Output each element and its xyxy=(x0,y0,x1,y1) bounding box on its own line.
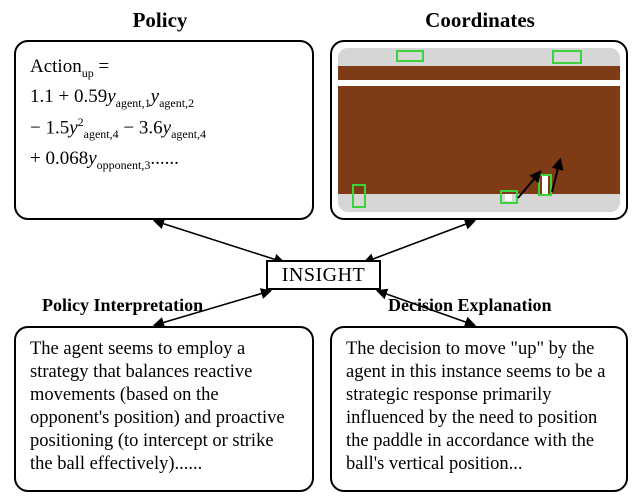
game-scene xyxy=(338,48,620,212)
figure-container: Policy Coordinates Actionup = 1.1 + 0.59… xyxy=(0,0,640,500)
policy-equation: Actionup = 1.1 + 0.59yagent,1yagent,2 − … xyxy=(30,52,298,174)
insight-box: INSIGHT xyxy=(266,260,381,290)
label-decision-explanation: Decision Explanation xyxy=(388,295,640,316)
motion-arrows xyxy=(338,48,620,212)
decision-explanation-box: The decision to move "up" by the agent i… xyxy=(330,326,628,492)
coordinates-box xyxy=(330,40,628,220)
heading-coordinates: Coordinates xyxy=(320,8,640,33)
policy-box: Actionup = 1.1 + 0.59yagent,1yagent,2 − … xyxy=(14,40,314,220)
label-policy-interpretation: Policy Interpretation xyxy=(42,295,292,316)
heading-policy: Policy xyxy=(0,8,320,33)
policy-interpretation-text: The agent seems to employ a strategy tha… xyxy=(30,338,298,476)
policy-interpretation-box: The agent seems to employ a strategy tha… xyxy=(14,326,314,492)
decision-explanation-text: The decision to move "up" by the agent i… xyxy=(346,338,612,476)
